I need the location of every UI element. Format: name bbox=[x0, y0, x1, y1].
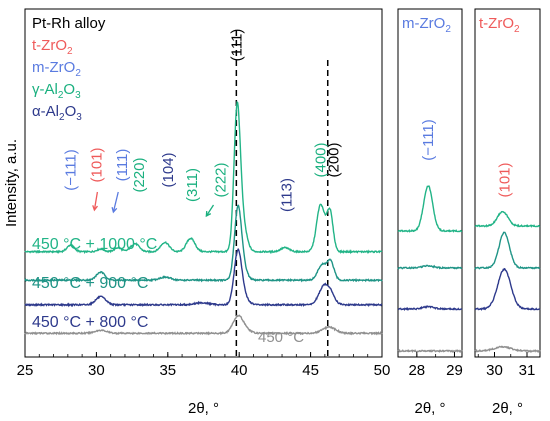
series-label-0: 450 °C + 1000 °C bbox=[32, 236, 157, 253]
peak-annotation-7: (111) bbox=[228, 29, 245, 62]
peak-annotation-1: (101) bbox=[88, 147, 105, 182]
m-zro2-panel-x-tick-label: 29 bbox=[446, 362, 463, 379]
m-zro2-panel-series-0 bbox=[397, 185, 463, 233]
main-x-tick-label: 45 bbox=[302, 362, 319, 379]
m-zro2-panel-series-1 bbox=[397, 264, 463, 270]
main-x-axis-label: 2θ, ° bbox=[188, 400, 219, 417]
peak-annotation-9: (400) bbox=[313, 142, 330, 177]
peak-annotation-0: (−111) bbox=[63, 149, 80, 191]
m-zro2-annotation: (−111) bbox=[420, 119, 437, 161]
arrow-101 bbox=[93, 191, 99, 211]
m-zro2-panel-x-tick-label: 28 bbox=[408, 362, 425, 379]
m-zro2-panel-frame bbox=[397, 8, 463, 358]
arrow-222 bbox=[205, 204, 215, 217]
legend-item-3: γ-Al2O3 bbox=[32, 81, 81, 101]
t-zro2-panel-title: t-ZrO2 bbox=[479, 15, 520, 35]
legend-item-1: t-ZrO2 bbox=[32, 37, 73, 57]
t-zro2-panel-series-0 bbox=[474, 210, 541, 228]
series-label-2: 450 °C + 800 °C bbox=[32, 314, 148, 331]
series-line-0 bbox=[24, 100, 383, 255]
peak-annotation-10: (200) bbox=[325, 142, 342, 177]
main-x-tick-label: 40 bbox=[231, 362, 248, 379]
m-zro2-panel-title: m-ZrO2 bbox=[402, 15, 451, 35]
main-plot-frame bbox=[24, 8, 383, 358]
m-zro2-panel-series-2 bbox=[397, 305, 463, 312]
peak-annotation-4: (104) bbox=[160, 152, 177, 187]
t-zro2-panel-series-3 bbox=[474, 345, 541, 353]
t-zro2-panel-x-tick-label: 30 bbox=[486, 362, 503, 379]
peak-annotation-2: (111) bbox=[114, 149, 131, 182]
main-x-tick-label: 30 bbox=[88, 362, 105, 379]
arrow-111 bbox=[112, 191, 119, 213]
series-line-1 bbox=[24, 204, 383, 283]
peak-annotation-6: (222) bbox=[213, 162, 230, 197]
arrow-222-head bbox=[205, 210, 212, 218]
legend-item-0: Pt-Rh alloy bbox=[32, 15, 106, 32]
main-x-tick-label: 35 bbox=[159, 362, 176, 379]
t-zro2-panel-frame bbox=[474, 8, 541, 358]
peak-annotation-3: (220) bbox=[131, 157, 148, 192]
m-zro2-panel-x-axis-label: 2θ, ° bbox=[414, 400, 445, 417]
legend-item-4: α-Al2O3 bbox=[32, 103, 82, 123]
t-zro2-panel-series-1 bbox=[474, 231, 541, 270]
main-x-tick-label: 25 bbox=[17, 362, 34, 379]
series-line-3 bbox=[24, 314, 383, 336]
arrow-111-head bbox=[111, 207, 118, 214]
main-x-tick-label: 50 bbox=[374, 362, 391, 379]
peak-annotation-8: (113) bbox=[278, 178, 295, 212]
arrow-101-head bbox=[92, 205, 98, 212]
series-label-1: 450 °C + 900 °C bbox=[32, 275, 148, 292]
m-zro2-panel-series-3 bbox=[397, 348, 463, 353]
series-line-2 bbox=[24, 247, 383, 308]
series-label-3: 450 °C bbox=[258, 329, 304, 346]
t-zro2-panel-x-tick-label: 31 bbox=[519, 362, 536, 379]
t-zro2-annotation: (101) bbox=[496, 162, 513, 197]
y-axis-label: Intensity, a.u. bbox=[3, 139, 20, 227]
legend-item-2: m-ZrO2 bbox=[32, 59, 81, 79]
peak-annotation-5: (311) bbox=[184, 168, 201, 202]
t-zro2-panel-series-2 bbox=[474, 267, 541, 311]
t-zro2-panel-x-axis-label: 2θ, ° bbox=[492, 400, 523, 417]
